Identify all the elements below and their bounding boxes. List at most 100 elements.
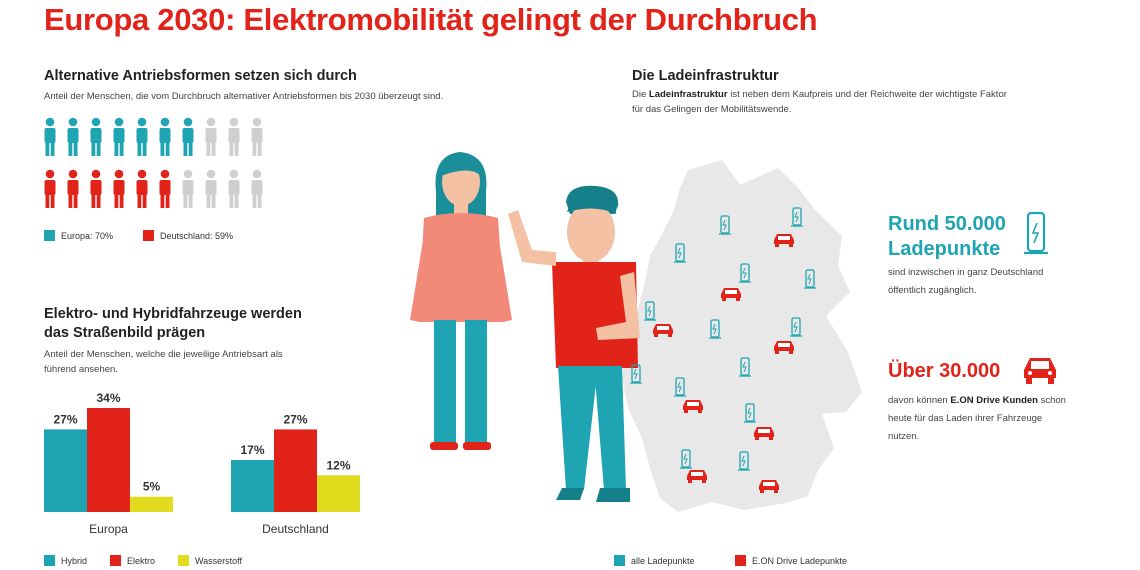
- person-icon: [90, 169, 102, 208]
- charger-icon: [630, 364, 642, 384]
- bar-wasserstoff-deutschland: [317, 475, 360, 512]
- charging-station-icon: [1024, 211, 1048, 255]
- car-marker-icon: [653, 324, 673, 337]
- bar-value-label: 17%: [240, 443, 264, 457]
- legend-deutschland-label: Deutschland: 59%: [160, 230, 234, 241]
- car-marker-icon: [759, 480, 779, 493]
- charger-icon: [744, 403, 756, 423]
- bar-elektro-deutschland: [274, 429, 317, 512]
- section3-heading: Die Ladeinfrastruktur: [632, 68, 779, 84]
- person-icon: [90, 117, 102, 156]
- bar-value-label: 34%: [96, 391, 120, 405]
- category-label: Deutschland: [262, 522, 329, 536]
- section3-text-line2: für das Gelingen der Mobilitätswende.: [632, 104, 792, 116]
- person-icon: [159, 169, 171, 208]
- section2-subtitle-line1: Anteil der Menschen, welche die jeweilig…: [44, 349, 283, 360]
- stat-eon-text-line2: heute für das Laden ihrer Fahrzeuge: [888, 413, 1043, 425]
- legend-all-label: alle Ladepunkte: [631, 555, 695, 566]
- legend-deutschland: Deutschland: 59%: [143, 230, 233, 241]
- person-icon: [182, 169, 194, 208]
- legend-swatch-hybrid: [44, 555, 55, 566]
- germany-map: [622, 160, 862, 512]
- section3-text-line1: Die Ladeinfrastruktur ist neben dem Kauf…: [632, 87, 1007, 102]
- person-icon: [182, 117, 194, 156]
- person-icon: [159, 117, 171, 156]
- car-marker-icon: [774, 234, 794, 247]
- car-marker-icon: [774, 341, 794, 354]
- section3-text-post: ist neben dem Kaufpreis und der Reichwei…: [727, 89, 1007, 100]
- car-marker-icon: [754, 427, 774, 440]
- charger-icon: [790, 317, 802, 337]
- person-icon: [205, 117, 217, 156]
- stat-ladepunkte-line2: Ladepunkte: [888, 238, 1001, 260]
- section2-subtitle-line2: führend ansehen.: [44, 364, 118, 376]
- legend-europa-label: Europa: 70%: [61, 230, 114, 241]
- legend-hybrid: Hybrid: [44, 555, 87, 566]
- person-icon: [228, 169, 240, 208]
- legend-eon-chargers: E.ON Drive Ladepunkte: [735, 555, 847, 566]
- section2-heading: Elektro- und Hybridfahrzeuge werden das …: [44, 305, 302, 343]
- map-icons: [630, 207, 816, 493]
- legend-elektro-label: Elektro: [127, 555, 156, 566]
- charger-icon: [804, 269, 816, 289]
- legend-all-chargers: alle Ladepunkte: [614, 555, 695, 566]
- bar-value-label: 12%: [326, 458, 350, 472]
- legend-wasserstoff-label: Wasserstoff: [195, 555, 243, 566]
- section3-text-bold: Ladeinfrastruktur: [648, 89, 728, 100]
- charger-icon: [739, 263, 751, 283]
- car-marker-icon: [683, 400, 703, 413]
- bar-hybrid-europa: [44, 429, 87, 512]
- bar-elektro-europa: [87, 408, 130, 512]
- person-icon: [44, 117, 56, 156]
- section3-text-pre: Die: [632, 89, 649, 100]
- person-icon: [136, 169, 148, 208]
- bar-value-label: 27%: [283, 412, 307, 426]
- person-icon: [44, 169, 56, 208]
- person-icon: [136, 117, 148, 156]
- bar-wasserstoff-europa: [130, 496, 173, 512]
- person-icon: [113, 169, 125, 208]
- stat-eon-text: davon können E.ON Drive Kunden schon heu…: [888, 392, 1066, 446]
- page-title: Europa 2030: Elektromobilität gelingt de…: [44, 2, 818, 37]
- charger-icon: [674, 243, 686, 263]
- section2-heading-line1: Elektro- und Hybridfahrzeuge werden: [44, 306, 302, 322]
- legend-swatch-wasserstoff: [178, 555, 189, 566]
- stat-eon-text-line3: nutzen.: [888, 431, 920, 443]
- stat-ladepunkte-text-line1: sind inzwischen in ganz Deutschland: [888, 267, 1044, 278]
- charger-icon: [644, 301, 656, 321]
- section1-heading: Alternative Antriebsformen setzen sich d…: [44, 68, 357, 84]
- person-icon: [205, 169, 217, 208]
- person-icon: [228, 117, 240, 156]
- bar-value-label: 5%: [143, 480, 161, 494]
- stat-eon-text-bold: E.ON Drive Kunden: [950, 395, 1038, 406]
- stat-eon: Über 30.000: [888, 360, 1001, 382]
- charger-icon: [719, 215, 731, 235]
- section2-subtitle: Anteil der Menschen, welche die jeweilig…: [44, 347, 283, 377]
- legend-swatch-europa: [44, 230, 55, 241]
- stat-ladepunkte-text: sind inzwischen in ganz Deutschland öffe…: [888, 264, 1043, 300]
- charger-icon: [739, 357, 751, 377]
- legend-swatch-deutschland: [143, 230, 154, 241]
- legend-hybrid-label: Hybrid: [61, 555, 88, 566]
- stat-ladepunkte-text-line2: öffentlich zugänglich.: [888, 285, 977, 297]
- charger-icon: [674, 377, 686, 397]
- charger-icon: [709, 319, 721, 339]
- car-icon: [1024, 358, 1056, 384]
- stat-ladepunkte: Rund 50.000 Ladepunkte: [888, 212, 1006, 262]
- person-icon: [113, 117, 125, 156]
- stat-eon-text-line1: davon können E.ON Drive Kunden schon: [888, 392, 1066, 410]
- person-icon: [67, 169, 79, 208]
- charger-icon: [738, 451, 750, 471]
- car-marker-icon: [687, 470, 707, 483]
- woman-illustration: [410, 152, 512, 450]
- legend-swatch-eon: [735, 555, 746, 566]
- stat-eon-text-post: schon: [1037, 395, 1066, 406]
- legend-elektro: Elektro: [110, 555, 155, 566]
- charger-icon: [791, 207, 803, 227]
- person-icon: [251, 169, 263, 208]
- section1-subtitle: Anteil der Menschen, die vom Durchbruch …: [44, 91, 444, 102]
- charger-icon: [680, 449, 692, 469]
- legend-eon-label: E.ON Drive Ladepunkte: [752, 555, 848, 566]
